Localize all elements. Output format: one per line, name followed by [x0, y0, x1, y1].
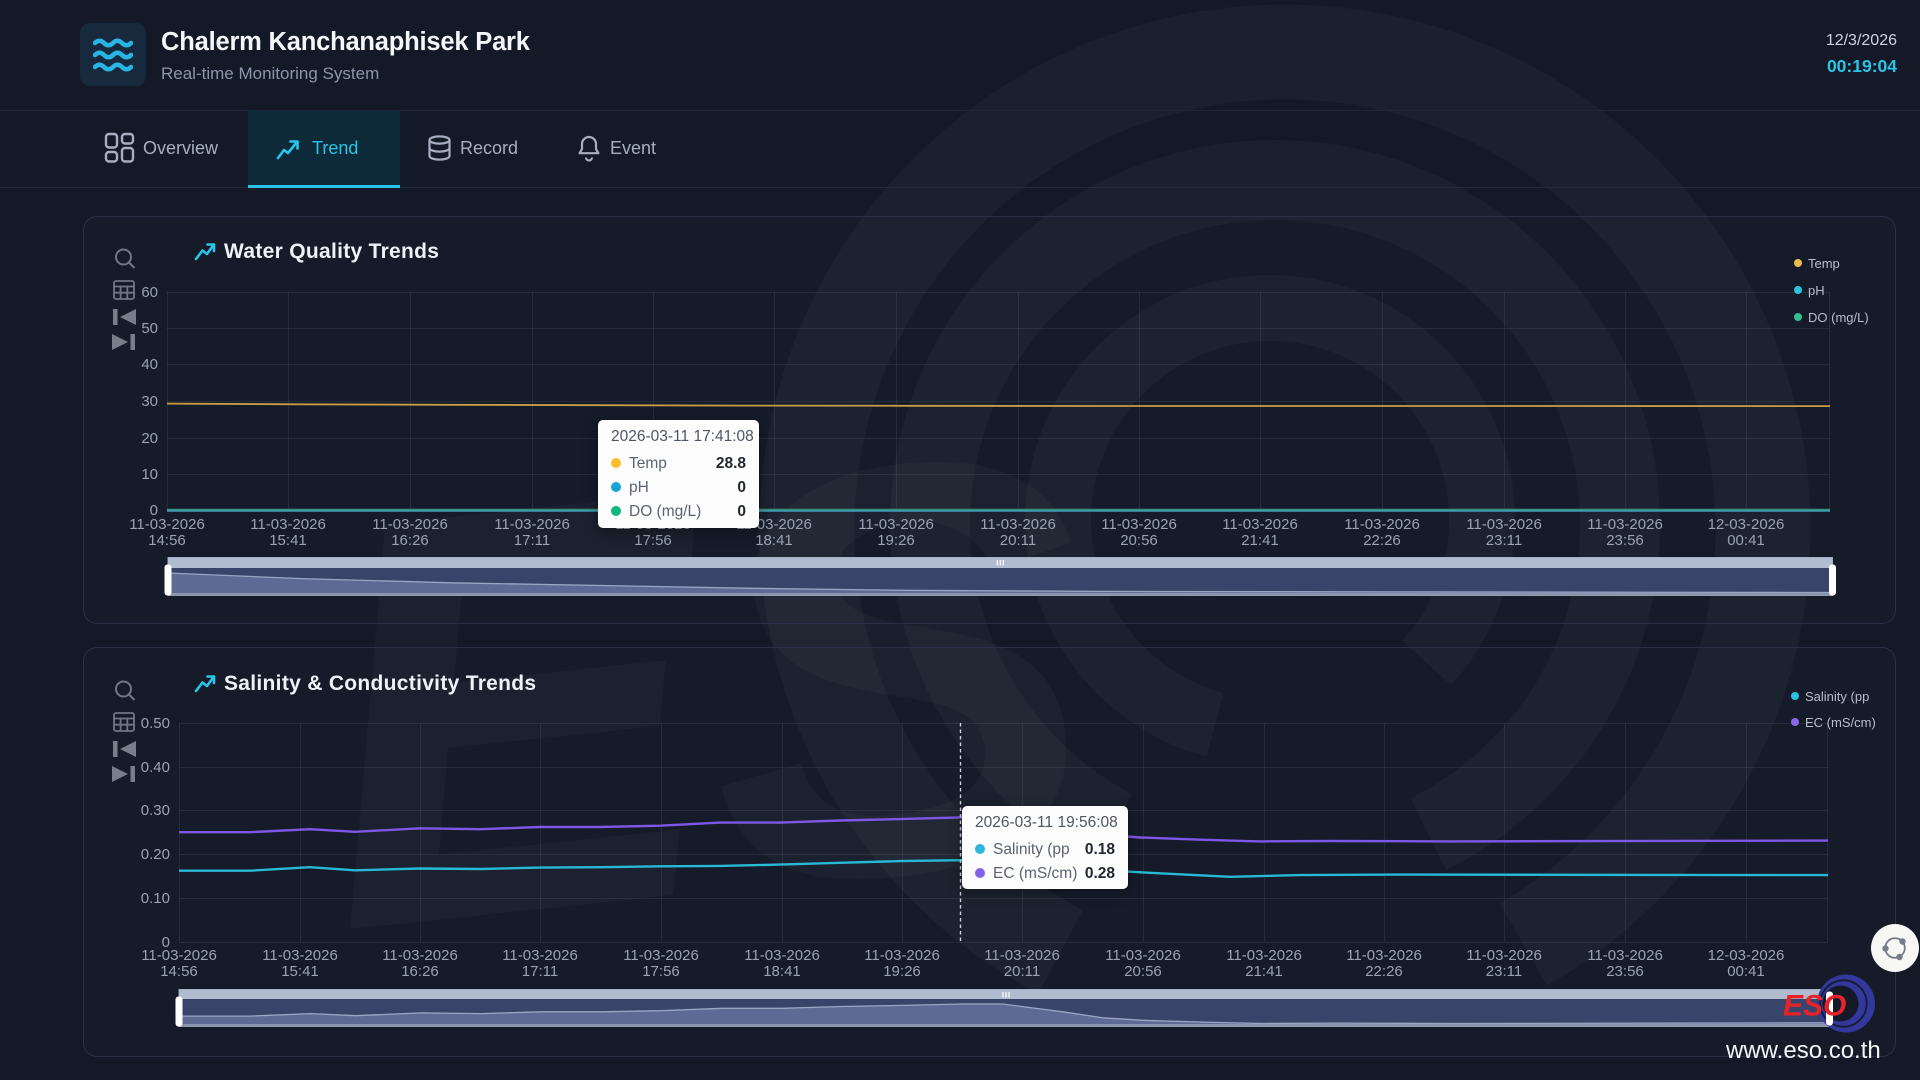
- svg-text:ESO: ESO: [1783, 990, 1846, 1023]
